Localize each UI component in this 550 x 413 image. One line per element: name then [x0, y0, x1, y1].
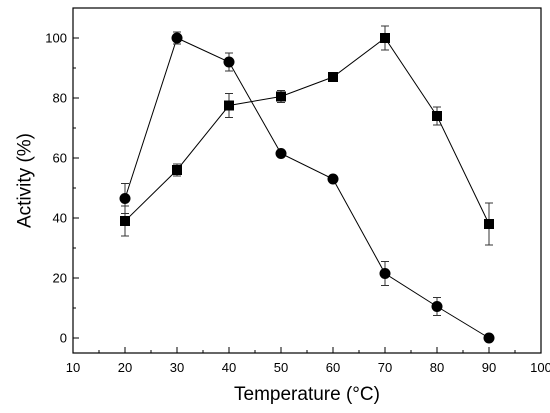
- x-tick-label: 10: [66, 360, 80, 375]
- square-point: [120, 216, 130, 226]
- x-tick-label: 100: [530, 360, 550, 375]
- circle-point: [223, 56, 235, 68]
- x-tick-label: 80: [430, 360, 444, 375]
- x-tick-label: 20: [118, 360, 132, 375]
- circle-point: [275, 148, 287, 159]
- x-tick-label: 40: [222, 360, 236, 375]
- circle-point: [327, 173, 339, 185]
- y-tick-label: 20: [53, 271, 67, 286]
- plot-frame: [72, 7, 542, 354]
- square-point: [484, 219, 494, 229]
- square-point: [432, 111, 442, 121]
- y-tick-label: 100: [45, 31, 67, 46]
- circle-point: [431, 301, 443, 312]
- series-circle: [119, 31, 495, 344]
- square-point: [380, 33, 390, 43]
- circle-point: [379, 268, 391, 279]
- y-tick-label: 0: [60, 331, 67, 346]
- x-axis-title: Temperature (°C): [234, 384, 380, 405]
- circle-point: [483, 332, 495, 344]
- series-line: [124, 37, 490, 225]
- x-tick-label: 50: [274, 360, 288, 375]
- x-tick-label: 70: [378, 360, 392, 375]
- y-tick-label: 80: [53, 91, 67, 106]
- y-tick-label: 60: [53, 151, 67, 166]
- y-axis-title: Activity (%): [15, 133, 36, 228]
- series-square: [120, 25, 494, 246]
- square-point: [328, 72, 338, 82]
- square-point: [224, 100, 234, 111]
- square-point: [276, 91, 286, 102]
- series-line: [124, 37, 490, 339]
- circle-point: [171, 32, 183, 44]
- x-tick-label: 90: [482, 360, 496, 375]
- circle-point: [119, 193, 131, 204]
- y-tick-label: 40: [53, 211, 67, 226]
- x-tick-label: 30: [170, 360, 184, 375]
- x-tick-label: 60: [326, 360, 340, 375]
- square-point: [172, 165, 182, 175]
